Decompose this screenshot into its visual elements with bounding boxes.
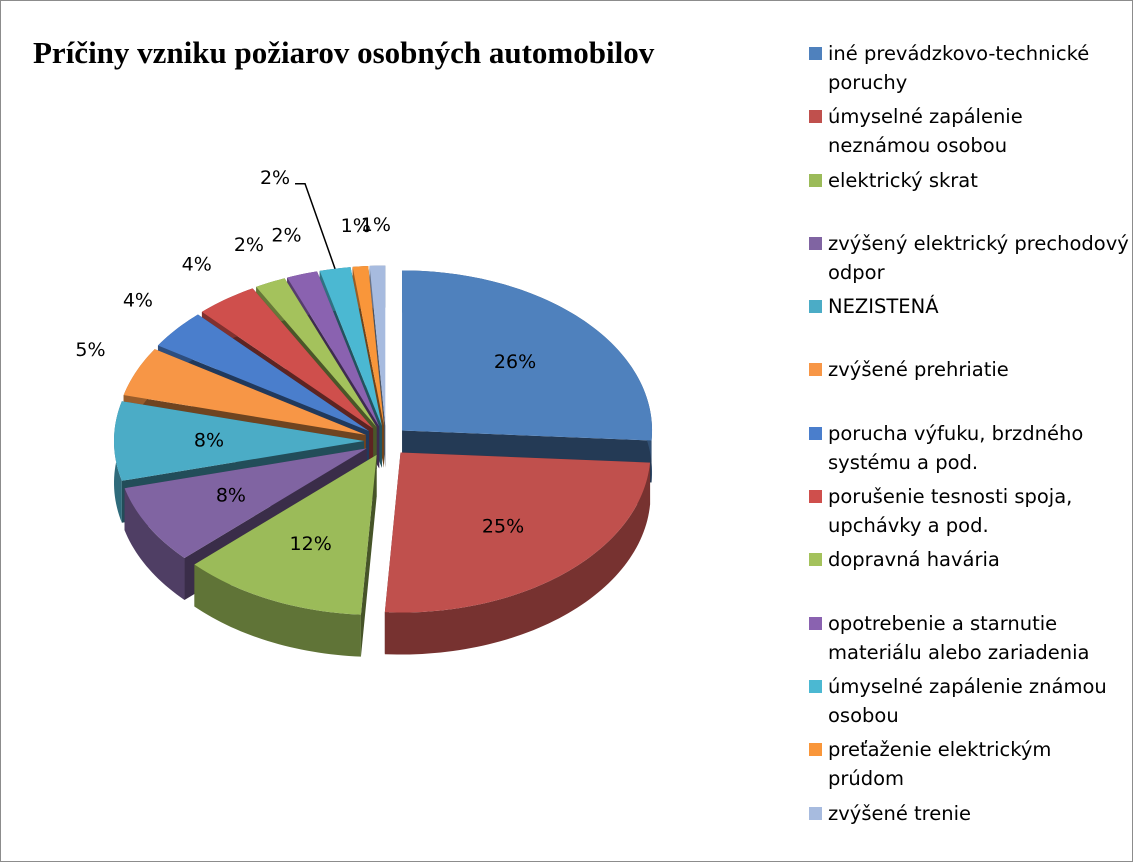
slice-top (384, 452, 651, 613)
slice-top (123, 349, 366, 435)
legend-label: NEZISTENÁ (828, 295, 939, 319)
legend-swatch (809, 363, 822, 377)
legend-swatch (809, 47, 822, 60)
slice-tops (114, 265, 653, 615)
legend-item: úmyselné zapálenie známou osobou (809, 672, 1129, 735)
legend-label: porucha výfuku, brzdného systému a pod. (828, 421, 1084, 474)
legend-label: preťaženie elektrickým prúdom (828, 738, 1052, 791)
chart-title: Príčiny vzniku požiarov osobných automob… (33, 35, 655, 70)
data-label: 8% (194, 430, 224, 452)
legend-item: elektrický skrat (809, 166, 1129, 229)
slice-outer-wall (124, 488, 185, 600)
slice-top (124, 448, 367, 558)
legend-swatch (809, 806, 822, 820)
slice-top (352, 265, 384, 426)
legend-swatch (809, 426, 822, 440)
legend-swatch (809, 110, 822, 124)
legend-label: úmyselné zapálenie neznámou osobou (828, 105, 1023, 158)
leader-line (295, 182, 336, 269)
data-label: 12% (290, 533, 332, 555)
slice-top (157, 314, 370, 432)
slice-top (114, 401, 364, 481)
legend-item: dopravná havária (809, 545, 1129, 608)
legend-swatch (809, 236, 822, 250)
slice-top (194, 454, 377, 615)
data-label: 25% (482, 515, 524, 537)
legend-swatch (809, 743, 822, 757)
data-label: 5% (75, 339, 105, 361)
legend-item: zvýšené prehriatie (809, 355, 1129, 418)
legend-item: preťaženie elektrickým prúdom (809, 735, 1129, 798)
data-label: 26% (494, 351, 536, 373)
slice-top (287, 271, 380, 427)
legend-label: zvýšené trenie (828, 801, 972, 825)
legend-item: NEZISTENÁ (809, 292, 1129, 355)
data-label: 8% (216, 485, 246, 507)
legend-label: elektrický skrat (828, 168, 978, 192)
legend-swatch (809, 490, 822, 504)
slice-top (369, 265, 386, 426)
data-label: 1% (361, 214, 391, 236)
data-label: 4% (182, 254, 212, 276)
legend-item: opotrebenie a starnutie materiálu alebo … (809, 609, 1129, 672)
legend-swatch (809, 300, 822, 314)
legend-item: porušenie tesnosti spoja, upchávky a pod… (809, 482, 1129, 545)
legend-swatch (809, 679, 822, 693)
legend-label: dopravná havária (828, 548, 1000, 572)
legend-item: porucha výfuku, brzdného systému a pod. (809, 419, 1129, 482)
slice-top (319, 267, 382, 426)
legend-label: porušenie tesnosti spoja, upchávky a pod… (828, 485, 1073, 538)
slice-outer-wall (384, 462, 651, 655)
slice-side (360, 454, 377, 657)
data-label: 2% (234, 234, 264, 256)
legend-label: opotrebenie a starnutie materiálu alebo … (828, 611, 1090, 664)
data-label: 1% (341, 215, 371, 237)
legend-item: iné prevádzkovo-technické poruchy (809, 39, 1129, 102)
legend-label: zvýšené prehriatie (828, 358, 1009, 382)
legend-item: zvýšený elektrický prechodový odpor (809, 229, 1129, 292)
slice-top (201, 288, 374, 429)
slice-outer-wall (194, 564, 361, 657)
legend-label: iné prevádzkovo-technické poruchy (828, 42, 1090, 94)
data-label: 2% (260, 167, 290, 189)
data-label: 4% (123, 289, 153, 311)
data-label: 2% (271, 224, 301, 246)
legend-item: úmyselné zapálenie neznámou osobou (809, 102, 1129, 165)
legend-swatch (809, 616, 822, 630)
slice-top (256, 278, 377, 428)
legend-label: zvýšený elektrický prechodový odpor (828, 231, 1129, 284)
slice-top (402, 270, 653, 441)
legend-swatch (809, 173, 822, 187)
legend-label: úmyselné zapálenie známou osobou (828, 674, 1107, 727)
legend: iné prevádzkovo-technické poruchy úmyseln… (809, 39, 1129, 862)
legend-item: zvýšené trenie (809, 799, 1129, 862)
legend-swatch (809, 553, 822, 567)
